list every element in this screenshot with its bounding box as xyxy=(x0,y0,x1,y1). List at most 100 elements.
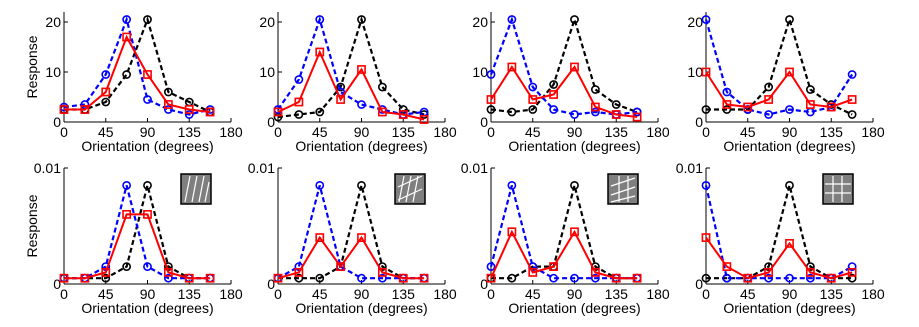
inset-stripe xyxy=(397,175,423,188)
y-tick-label: 0 xyxy=(53,276,61,292)
data-point-blue xyxy=(315,180,325,190)
data-point-red xyxy=(184,273,194,283)
data-point-red xyxy=(805,100,815,109)
data-point-red xyxy=(486,273,496,283)
data-point-black xyxy=(722,105,732,114)
x-tick-label: 180 xyxy=(861,286,885,302)
data-point-blue xyxy=(294,75,304,84)
inset-stripe xyxy=(397,188,423,201)
data-point-red xyxy=(701,233,711,242)
y-tick-label: 20 xyxy=(259,14,275,30)
subplot-r1c3: 0 45 90 135 180 0 0.01 Orientation (degrees) xyxy=(676,160,885,316)
x-tick-label: 180 xyxy=(861,124,885,140)
data-point-blue xyxy=(357,273,366,283)
data-point-red xyxy=(398,110,408,119)
data-point-red xyxy=(59,105,69,114)
x-tick-label: 180 xyxy=(433,286,457,302)
x-tick-label: 135 xyxy=(178,124,202,140)
y-tick-label: 10 xyxy=(45,64,61,80)
data-point-blue xyxy=(847,70,857,79)
x-tick-label: 135 xyxy=(605,124,629,140)
x-tick-label: 180 xyxy=(646,124,670,140)
data-point-red xyxy=(205,107,215,117)
x-axis-label: Orientation (degrees) xyxy=(295,138,427,154)
x-tick-label: 0 xyxy=(60,124,68,140)
y-tick-label: 0.01 xyxy=(676,160,703,176)
data-point-black xyxy=(163,87,173,97)
data-point-black xyxy=(805,85,815,94)
y-tick-label: 10 xyxy=(259,64,275,80)
stimulus-inset-parallel-diagonal-lines xyxy=(180,173,212,205)
data-point-red xyxy=(785,67,794,77)
x-axis-label: Orientation (degrees) xyxy=(81,300,213,316)
y-tick-label: 0.01 xyxy=(248,160,275,176)
data-point-blue xyxy=(590,273,600,283)
data-point-red xyxy=(722,262,732,271)
data-point-red xyxy=(315,233,325,242)
data-point-red xyxy=(377,107,387,117)
data-point-blue xyxy=(785,105,794,114)
data-point-blue xyxy=(122,15,132,24)
data-point-red xyxy=(507,227,517,237)
series-line-red xyxy=(705,237,853,280)
data-point-blue xyxy=(80,100,90,109)
data-point-black xyxy=(507,273,517,283)
x-tick-label: 90 xyxy=(354,286,370,302)
data-point-red xyxy=(163,267,173,277)
data-point-blue xyxy=(377,273,387,283)
data-point-blue xyxy=(357,100,366,109)
subplot-r1c1: 0 45 90 135 180 0 0.01 Orientation (degrees) xyxy=(248,160,457,316)
data-point-black xyxy=(101,97,111,107)
stimulus-inset-plaid-grid xyxy=(822,173,854,205)
y-tick-label: 20 xyxy=(472,14,488,30)
data-point-black xyxy=(611,100,621,109)
data-point-black xyxy=(785,15,794,24)
x-tick-label: 90 xyxy=(567,124,583,140)
x-tick-label: 45 xyxy=(98,286,114,302)
data-point-red xyxy=(805,267,815,277)
series-line-red xyxy=(277,49,425,121)
series-line-black xyxy=(490,15,638,114)
y-axis-label: Response xyxy=(24,194,40,257)
data-point-red xyxy=(101,87,111,97)
data-point-red xyxy=(611,273,621,283)
data-point-red xyxy=(101,267,111,277)
data-point-blue xyxy=(143,95,152,104)
data-point-blue xyxy=(722,87,732,97)
data-point-red xyxy=(486,95,496,104)
data-point-red xyxy=(205,273,215,283)
stimulus-inset-crossing-lines xyxy=(394,173,426,205)
inset-stripe xyxy=(204,181,210,203)
data-point-red xyxy=(785,239,794,248)
data-point-red xyxy=(273,107,283,117)
x-tick-label: 0 xyxy=(487,286,495,302)
data-point-blue xyxy=(163,273,173,283)
inset-stripe xyxy=(610,186,636,196)
data-point-red xyxy=(743,273,753,283)
data-point-red xyxy=(315,47,325,57)
data-point-black xyxy=(143,15,152,24)
inset-stripe xyxy=(610,177,636,187)
data-point-black xyxy=(122,70,132,79)
x-tick-label: 0 xyxy=(274,286,282,302)
data-point-red xyxy=(143,70,152,79)
x-tick-label: 45 xyxy=(98,124,114,140)
data-point-red xyxy=(59,273,69,283)
x-tick-label: 0 xyxy=(60,286,68,302)
data-point-red xyxy=(419,273,429,283)
x-tick-label: 90 xyxy=(567,286,583,302)
y-axis-label: Response xyxy=(24,35,40,98)
x-tick-label: 0 xyxy=(702,286,710,302)
x-tick-label: 90 xyxy=(140,286,156,302)
data-point-blue xyxy=(549,273,559,283)
data-point-red xyxy=(549,90,559,99)
data-point-blue xyxy=(785,273,794,283)
inset-frame xyxy=(822,173,854,205)
subplot-grid: 0 45 90 135 180 0 10 20 Orientation (degrees) Res… xyxy=(24,12,885,316)
x-tick-label: 0 xyxy=(274,124,282,140)
x-tick-label: 45 xyxy=(312,124,328,140)
series-line-blue xyxy=(277,185,425,280)
data-point-black xyxy=(315,107,325,117)
data-point-black xyxy=(549,80,559,89)
data-point-red xyxy=(122,210,132,219)
